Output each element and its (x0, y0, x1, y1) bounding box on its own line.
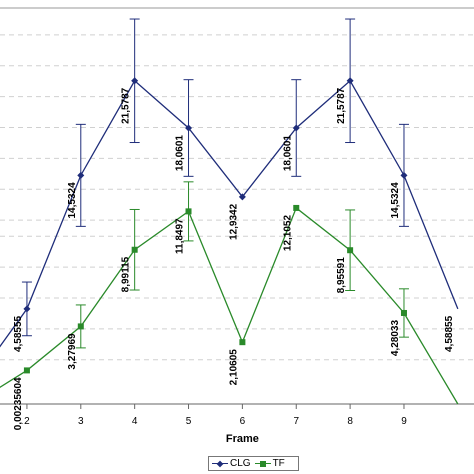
data-point (131, 77, 139, 85)
legend-swatch-clg (212, 459, 228, 468)
x-tick-label: 9 (401, 416, 407, 427)
data-label: 3,27969 (67, 333, 78, 370)
data-point (77, 323, 84, 330)
data-label: 18,0601 (175, 135, 186, 172)
legend-label-clg: CLG (230, 458, 251, 469)
legend-swatch-tf (254, 459, 271, 468)
data-label: 4,58855 (444, 315, 455, 352)
data-label: 11,8497 (175, 218, 186, 254)
data-label: 12,9342 (228, 203, 239, 240)
x-tick-label: 7 (293, 416, 299, 427)
legend: CLG TF (208, 456, 299, 471)
x-axis-label: Frame (226, 433, 259, 445)
data-point (77, 171, 85, 179)
data-label: 12,1052 (282, 215, 293, 252)
data-point (400, 171, 408, 179)
x-tick-label: 3 (78, 416, 84, 427)
legend-item-clg: CLG (212, 458, 251, 469)
series-line-tf (0, 206, 459, 405)
x-tick-label: 4 (132, 416, 138, 427)
data-point (293, 204, 300, 211)
x-tick-label: 6 (240, 416, 246, 427)
data-label: 14,5324 (67, 182, 78, 219)
x-tick-label: 2 (24, 416, 30, 427)
data-point (239, 339, 246, 346)
data-point (185, 124, 193, 132)
data-label: 0,00235604 (13, 377, 24, 430)
data-label: 2,10605 (228, 349, 239, 386)
legend-item-tf: TF (254, 458, 285, 469)
data-point (185, 208, 192, 215)
data-point (23, 305, 31, 313)
data-label: 18,0601 (282, 135, 293, 172)
x-tick-label: 8 (347, 416, 353, 427)
data-label: 14,5324 (390, 182, 401, 219)
data-point (131, 246, 138, 253)
data-point (400, 309, 407, 316)
legend-label-tf: TF (272, 458, 285, 469)
data-point (292, 124, 300, 132)
data-label: 21,5787 (121, 87, 132, 124)
data-point (23, 367, 30, 374)
x-tick-label: 5 (186, 416, 192, 427)
data-label: 4,28033 (390, 320, 401, 357)
data-label: 21,5787 (336, 87, 347, 124)
data-point (346, 77, 354, 85)
data-label: 8,95591 (336, 257, 347, 294)
data-label: 8,99115 (121, 256, 132, 292)
series-line-clg (0, 79, 459, 348)
data-point (347, 247, 354, 254)
data-point (238, 193, 246, 201)
data-label: 4,58555 (13, 315, 24, 352)
